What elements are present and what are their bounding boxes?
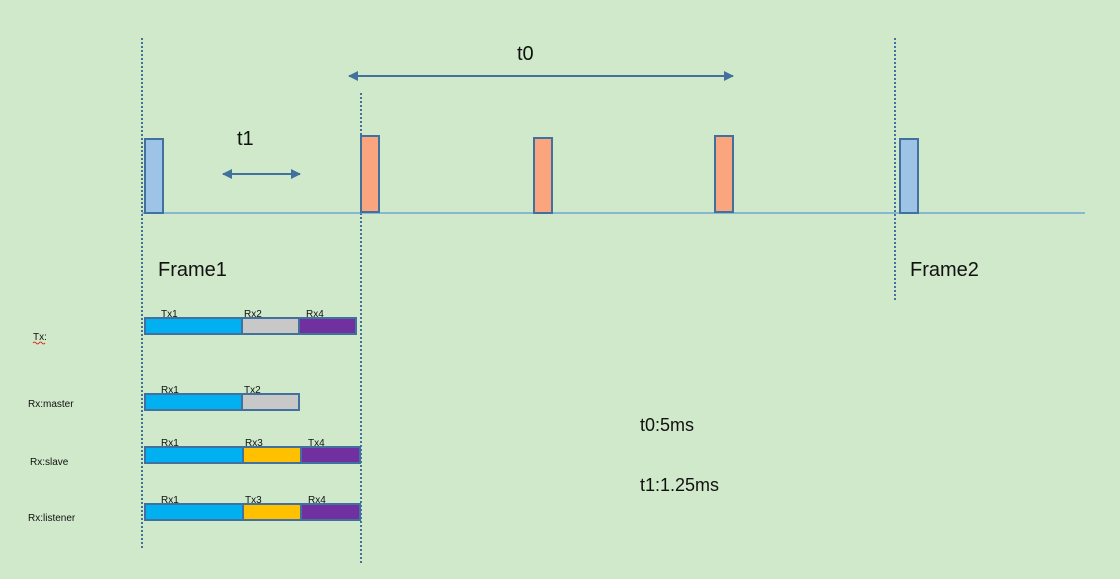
t0-value: t0:5ms <box>640 415 694 435</box>
slot-segment <box>144 446 244 464</box>
slot-pulse <box>360 135 380 213</box>
slot-segment <box>298 317 357 335</box>
slot-pulse <box>714 135 734 213</box>
slot-label: Tx2 <box>244 385 261 396</box>
row-label: Rx:listener <box>28 513 76 524</box>
slot-label: Rx1 <box>161 438 179 449</box>
slot-segment <box>241 393 300 411</box>
frame1-label: Frame1 <box>158 259 227 281</box>
t1-value: t1:1.25ms <box>640 475 719 495</box>
row-label: Rx:slave <box>30 457 69 468</box>
slot-segment <box>144 393 243 411</box>
slot-segment <box>300 503 361 521</box>
slot-segment <box>242 503 302 521</box>
row-label: Rx:master <box>28 399 74 410</box>
slot-segment <box>144 317 243 335</box>
slot-label: Rx1 <box>161 495 179 506</box>
slot-label: Rx4 <box>308 495 326 506</box>
slot-segment <box>241 317 300 335</box>
row-label: Tx: <box>33 332 47 343</box>
frame1-pulse <box>144 138 164 214</box>
spellcheck-underline <box>32 341 46 345</box>
frame2-label: Frame2 <box>910 259 979 281</box>
slot-pulse <box>533 137 553 214</box>
slot-segment <box>300 446 361 464</box>
slot-label: Tx3 <box>245 495 262 506</box>
slot-label: Rx4 <box>306 309 324 320</box>
slot-label: Rx2 <box>244 309 262 320</box>
t0-label: t0 <box>517 43 534 65</box>
slot-segment <box>144 503 244 521</box>
slot-segment <box>242 446 302 464</box>
t1-label: t1 <box>237 128 254 150</box>
slot-label: Tx4 <box>308 438 325 449</box>
slot-label: Tx1 <box>161 309 178 320</box>
slot-label: Rx1 <box>161 385 179 396</box>
frame2-pulse <box>899 138 919 214</box>
slot-rows: Tx: Tx1 Rx2 Rx4 Rx:master Rx1 Tx2 Rx:slave Rx1 Rx… <box>28 309 361 524</box>
slot-label: Rx3 <box>245 438 263 449</box>
